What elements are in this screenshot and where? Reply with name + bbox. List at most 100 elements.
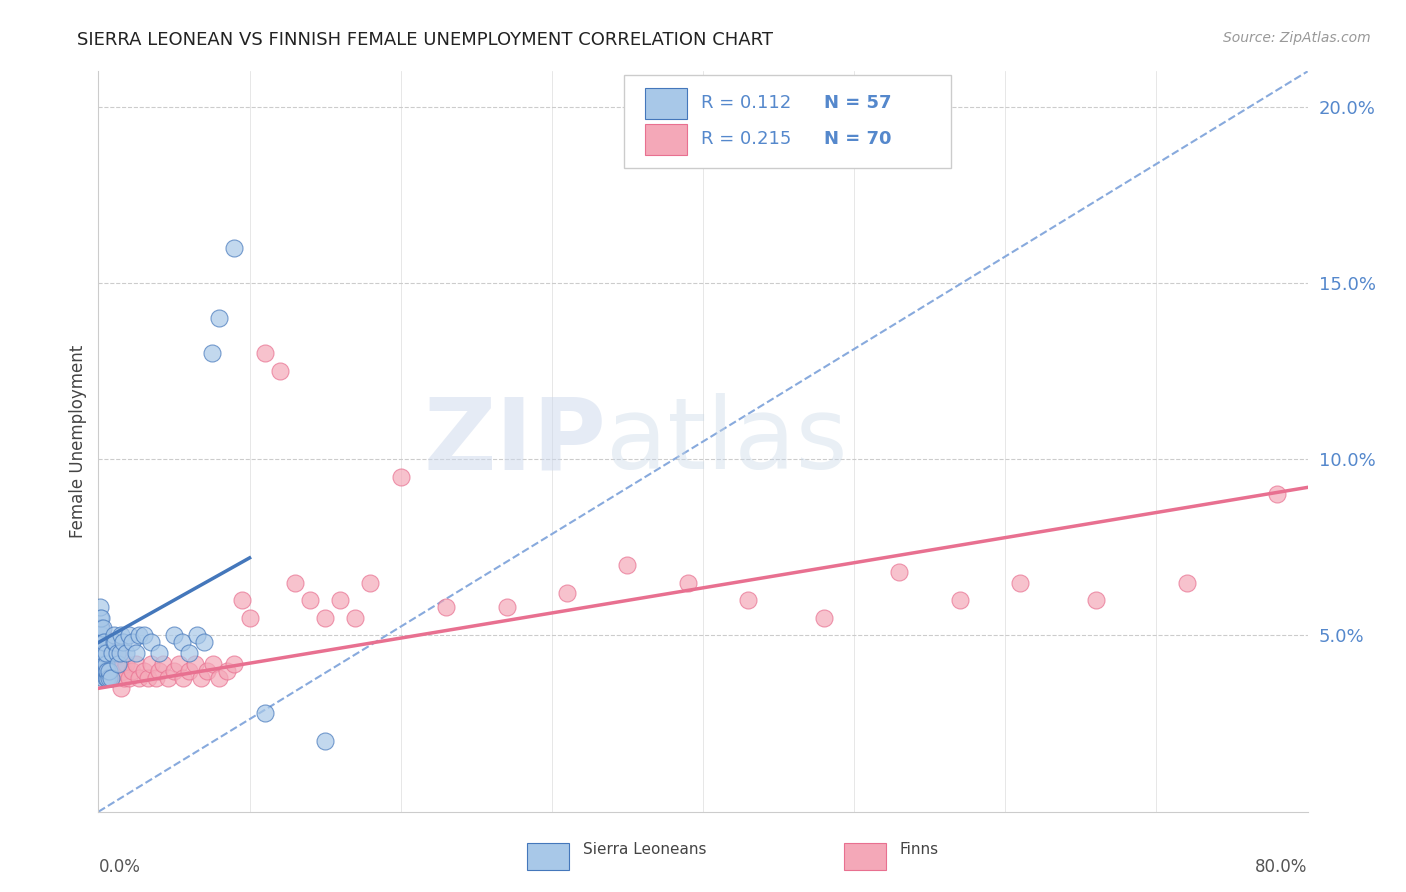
Point <box>737 593 759 607</box>
Point <box>98 646 121 660</box>
Text: 0.0%: 0.0% <box>98 857 141 876</box>
Point <box>94 664 117 678</box>
Point <box>114 657 136 671</box>
Point <box>186 628 208 642</box>
Point <box>98 671 121 685</box>
Point <box>136 671 159 685</box>
Point <box>101 664 124 678</box>
FancyBboxPatch shape <box>645 88 688 120</box>
FancyBboxPatch shape <box>645 124 688 155</box>
Point <box>101 646 124 660</box>
Text: SIERRA LEONEAN VS FINNISH FEMALE UNEMPLOYMENT CORRELATION CHART: SIERRA LEONEAN VS FINNISH FEMALE UNEMPLO… <box>77 31 773 49</box>
Point <box>184 657 207 671</box>
Point <box>132 628 155 642</box>
Bar <box>844 843 886 870</box>
Point <box>215 664 238 678</box>
Y-axis label: Female Unemployment: Female Unemployment <box>69 345 87 538</box>
Point <box>90 635 112 649</box>
Point <box>98 664 121 678</box>
Point <box>132 664 155 678</box>
Point <box>145 671 167 685</box>
Point <box>111 635 134 649</box>
Point <box>1085 593 1108 607</box>
Text: Sierra Leoneans: Sierra Leoneans <box>583 842 707 856</box>
Point <box>91 628 114 642</box>
Point <box>89 621 111 635</box>
Point <box>91 671 114 685</box>
Point <box>389 470 412 484</box>
Point <box>193 635 215 649</box>
Point <box>91 621 114 635</box>
Point <box>114 646 136 660</box>
Point <box>93 657 115 671</box>
Point <box>91 664 114 678</box>
Point <box>208 671 231 685</box>
Point <box>314 734 336 748</box>
Point <box>91 646 114 660</box>
Point <box>195 664 218 678</box>
Point <box>91 635 114 649</box>
Point <box>121 635 143 649</box>
Point <box>90 664 112 678</box>
Point <box>90 646 112 660</box>
Point <box>128 628 150 642</box>
Point <box>90 635 112 649</box>
Point <box>163 628 186 642</box>
Text: 80.0%: 80.0% <box>1256 857 1308 876</box>
Point <box>89 628 111 642</box>
Point <box>90 657 112 671</box>
Point <box>121 664 143 678</box>
Point <box>172 671 194 685</box>
Point <box>94 657 117 671</box>
Point <box>128 671 150 685</box>
Point <box>90 628 112 642</box>
Point <box>90 621 112 635</box>
Point <box>141 657 163 671</box>
Text: ZIP: ZIP <box>423 393 606 490</box>
Point <box>434 600 457 615</box>
Point <box>148 664 170 678</box>
Point <box>152 657 174 671</box>
Point <box>190 671 212 685</box>
Point <box>104 635 127 649</box>
Point <box>108 657 131 671</box>
Point <box>125 646 148 660</box>
Point <box>89 611 111 625</box>
Point <box>91 657 114 671</box>
Text: atlas: atlas <box>606 393 848 490</box>
Point <box>94 646 117 660</box>
Point <box>103 646 125 660</box>
Point <box>105 646 128 660</box>
Point <box>170 635 193 649</box>
Point <box>314 611 336 625</box>
Point <box>93 635 115 649</box>
Point <box>239 611 262 625</box>
Point <box>253 346 276 360</box>
Point <box>889 565 911 579</box>
Point <box>179 646 201 660</box>
Point <box>329 593 352 607</box>
Point <box>231 593 253 607</box>
Point <box>111 664 134 678</box>
Point <box>94 646 117 660</box>
Point <box>110 681 132 696</box>
Point <box>1010 575 1032 590</box>
Point <box>208 311 231 326</box>
Text: Finns: Finns <box>900 842 939 856</box>
Point <box>284 575 307 590</box>
Point <box>118 671 141 685</box>
Point <box>360 575 382 590</box>
Point <box>89 628 111 642</box>
Text: Source: ZipAtlas.com: Source: ZipAtlas.com <box>1223 31 1371 45</box>
Point <box>108 646 131 660</box>
Point <box>94 664 117 678</box>
Point <box>1267 487 1289 501</box>
Point <box>269 364 291 378</box>
Point <box>179 664 201 678</box>
Point <box>103 628 125 642</box>
Point <box>93 646 115 660</box>
Point <box>125 657 148 671</box>
Point <box>167 657 190 671</box>
Point <box>103 635 125 649</box>
Point <box>299 593 322 607</box>
